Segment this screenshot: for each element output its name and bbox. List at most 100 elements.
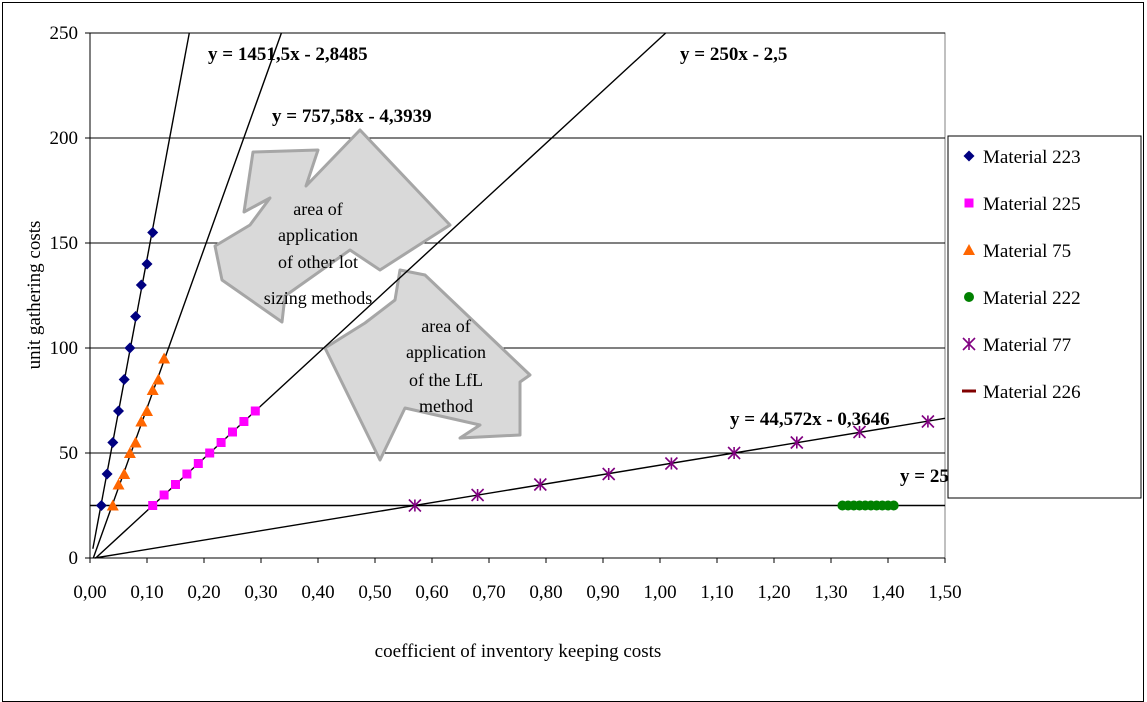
data-point-series-2: [193, 459, 203, 468]
x-tick-label: 1,00: [643, 582, 676, 603]
y-tick-label: 0: [69, 548, 79, 569]
annotation-2-line-3: of the LfL: [409, 370, 483, 390]
plot-area: [89, 32, 946, 559]
x-tick-label: 1,50: [928, 582, 961, 603]
x-tick-label: 0,20: [187, 582, 220, 603]
trendline-labels: y = 1451,5x - 2,8485 y = 757,58x - 4,393…: [208, 44, 949, 487]
legend-label-2: Material 225: [983, 194, 1081, 215]
trendline-label-4: y = 44,572x - 0,3646: [730, 409, 890, 430]
legend-items: Material 223 Material 225 Material 75 Mater…: [962, 147, 1081, 403]
data-point-series-3: [141, 405, 153, 416]
data-point-series-2: [148, 501, 158, 510]
data-point-series-3: [135, 415, 148, 427]
x-tick-label: 0,70: [472, 582, 505, 603]
trendline-label-2: y = 757,58x - 4,3939: [272, 106, 432, 127]
data-point-series-3: [129, 436, 142, 448]
data-point-series-3: [146, 384, 159, 395]
data-point-series-1: [118, 374, 130, 385]
y-tick-label: 150: [50, 233, 79, 254]
data-point-series-2: [159, 490, 169, 500]
annotation-1-line-2: application: [278, 225, 358, 245]
y-tick-label: 100: [50, 338, 79, 359]
x-tick-label: 1,10: [700, 582, 733, 603]
data-point-series-2: [216, 438, 226, 447]
legend-marker-1: [963, 150, 975, 162]
data-point-series-5: [664, 456, 678, 471]
data-point-series-1: [147, 227, 159, 238]
x-tick-label: 0,00: [73, 582, 106, 603]
x-tick-label: 0,30: [244, 582, 277, 603]
annotation-2-line-4: method: [419, 396, 473, 416]
data-point-series-1: [95, 500, 107, 511]
trendline-label-1: y = 1451,5x - 2,8485: [208, 44, 368, 65]
trendline-label-5: y = 25: [900, 466, 949, 487]
annotation-texts: area of application of other lot sizing …: [264, 199, 486, 416]
legend-marker-2: [964, 198, 974, 208]
x-tick-label: 0,50: [358, 582, 391, 603]
data-point-series-1: [107, 437, 119, 448]
data-point-series-3: [106, 499, 119, 511]
data-point-series-5: [727, 446, 741, 460]
y-tick-label: 200: [50, 128, 79, 149]
data-point-series-3: [112, 478, 125, 490]
legend: Material 223 Material 225 Material 75 Mater…: [947, 135, 1142, 499]
data-point-series-2: [228, 427, 237, 437]
chart: 0,00 0,10 0,20 0,30 0,40 0,50 0,60 0,70 0,80 0,90…: [24, 23, 1142, 662]
data-point-series-2: [182, 469, 192, 479]
axes: 0,00 0,10 0,20 0,30 0,40 0,50 0,60 0,70 0,80 0,90…: [50, 23, 962, 603]
x-axis-title: coefficient of inventory keeping costs: [375, 641, 662, 662]
y-tick-label: 250: [50, 23, 79, 44]
legend-box: [947, 135, 1142, 499]
data-point-series-1: [101, 468, 113, 480]
data-point-series-2: [239, 417, 249, 426]
legend-label-1: Material 223: [983, 147, 1081, 168]
annotation-1-line-3: of other lot: [278, 252, 358, 272]
annotation-2-line-2: application: [406, 342, 486, 362]
x-tick-label: 1,20: [757, 582, 790, 603]
arrow-lfl-method: [323, 268, 532, 462]
trendline-4: [94, 417, 946, 559]
data-point-series-1: [141, 258, 153, 270]
legend-marker-4: [964, 292, 974, 302]
series-marks: [95, 227, 935, 513]
legend-label-3: Material 75: [983, 241, 1071, 262]
trendline-1: [92, 32, 190, 549]
data-point-series-3: [152, 373, 165, 385]
data-point-series-2: [250, 406, 260, 416]
annotation-2-line-1: area of: [421, 316, 470, 336]
data-point-series-3: [118, 468, 131, 479]
data-point-series-2: [171, 480, 180, 489]
y-axis-title: unit gathering costs: [24, 221, 45, 370]
data-point-series-3: [123, 447, 136, 458]
data-point-series-1: [135, 279, 147, 291]
data-point-series-1: [124, 342, 136, 354]
data-point-series-5: [852, 425, 867, 439]
annotation-1-line-1: area of: [293, 199, 342, 219]
legend-label-4: Material 222: [983, 288, 1081, 309]
data-point-series-5: [533, 477, 547, 492]
x-tick-label: 0,90: [586, 582, 619, 603]
data-point-series-5: [921, 414, 935, 429]
y-ticks: 0 50 100 150 200 250: [50, 23, 90, 569]
x-tick-label: 1,30: [814, 582, 847, 603]
x-tick-label: 0,60: [415, 582, 448, 603]
data-point-series-5: [602, 467, 616, 481]
x-tick-label: 0,40: [301, 582, 334, 603]
annotation-1-line-4: sizing methods: [264, 288, 373, 308]
legend-label-5: Material 77: [983, 335, 1071, 356]
x-tick-label: 0,10: [130, 582, 163, 603]
x-tick-label: 1,40: [871, 582, 904, 603]
data-point-series-1: [130, 311, 142, 322]
annotation-arrows: [213, 128, 532, 462]
x-ticks: 0,00 0,10 0,20 0,30 0,40 0,50 0,60 0,70 0,80 0,90…: [73, 558, 962, 603]
data-point-series-2: [205, 448, 215, 458]
arrow-other-methods: [213, 128, 452, 324]
y-tick-label: 50: [59, 443, 78, 464]
data-point-series-5: [408, 498, 422, 513]
x-tick-label: 0,80: [529, 582, 562, 603]
plot-area-border: [89, 32, 946, 559]
data-point-series-5: [790, 435, 804, 450]
data-point-series-4: [888, 500, 899, 511]
legend-marker-3: [963, 244, 975, 255]
legend-marker-5: [962, 337, 976, 351]
